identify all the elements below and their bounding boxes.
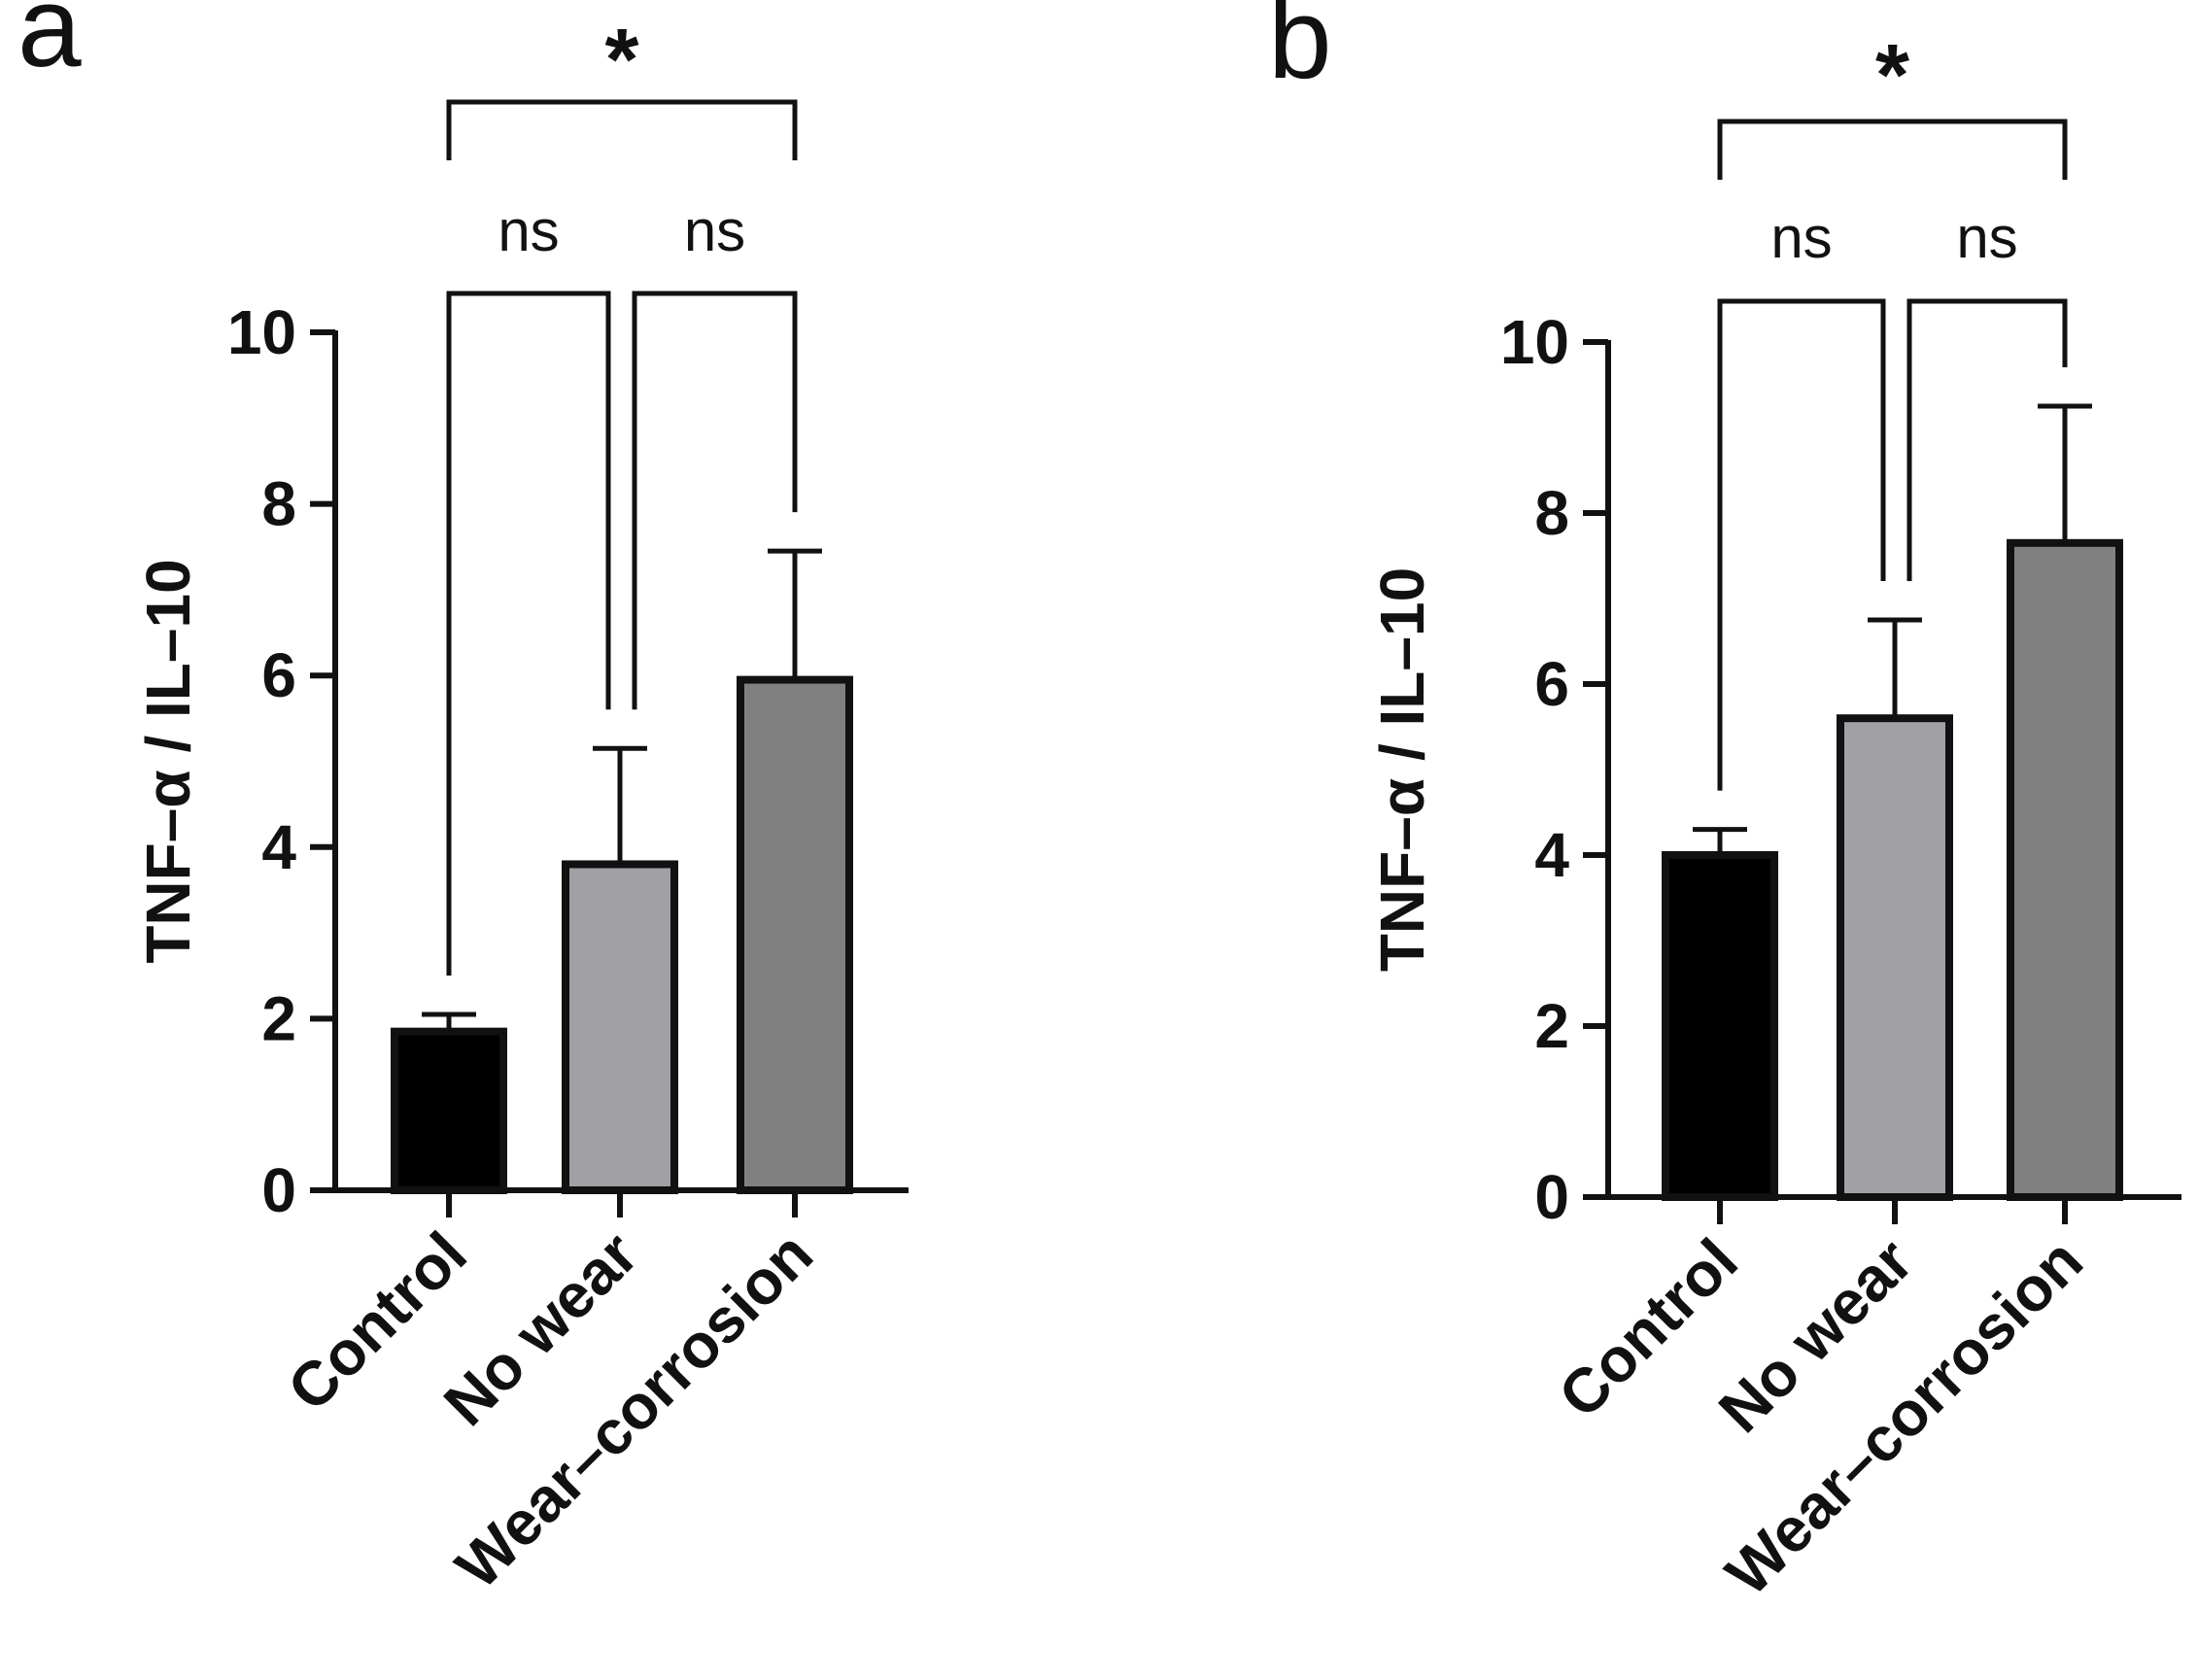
y-tick-label-4: 4 <box>1534 820 1569 890</box>
bar-2 <box>737 675 853 1194</box>
bar-0 <box>1662 851 1778 1201</box>
significance-bracket-2 <box>446 99 798 160</box>
significance-label-1: ns <box>1956 205 2017 270</box>
significance-label-0: ns <box>1770 205 1832 270</box>
significance-label-0: ns <box>498 198 559 263</box>
y-tick-label-0: 0 <box>1534 1162 1569 1232</box>
bar-0 <box>391 1027 507 1195</box>
y-tick-label-10: 10 <box>227 297 296 367</box>
significance-label-2: * <box>604 12 638 109</box>
y-tick-label-10: 10 <box>1500 307 1569 377</box>
y-tick-label-0: 0 <box>261 1155 296 1225</box>
y-tick-label-6: 6 <box>1534 649 1569 719</box>
y-tick-label-8: 8 <box>1534 478 1569 548</box>
significance-bracket-0 <box>1717 298 1886 791</box>
y-axis-title: TNF–α / IL–10 <box>1367 567 1437 972</box>
significance-bracket-1 <box>1906 298 2068 581</box>
panel-letter-a: a <box>17 0 82 91</box>
bar-2 <box>2007 538 2123 1201</box>
bar-1 <box>1837 714 1953 1201</box>
y-tick-label-6: 6 <box>261 640 296 710</box>
significance-bracket-1 <box>632 291 798 710</box>
significance-bracket-0 <box>446 291 611 976</box>
y-tick-label-8: 8 <box>261 469 296 539</box>
bar-1 <box>562 860 678 1195</box>
y-tick-label-2: 2 <box>261 983 296 1053</box>
y-axis-title: TNF–α / IL–10 <box>133 559 203 963</box>
y-tick-label-2: 2 <box>1534 991 1569 1061</box>
y-tick-label-4: 4 <box>261 812 296 882</box>
significance-label-1: ns <box>684 198 745 263</box>
significance-bracket-2 <box>1717 119 2068 180</box>
significance-label-2: * <box>1875 27 1909 124</box>
panel-letter-b: b <box>1268 0 1332 103</box>
